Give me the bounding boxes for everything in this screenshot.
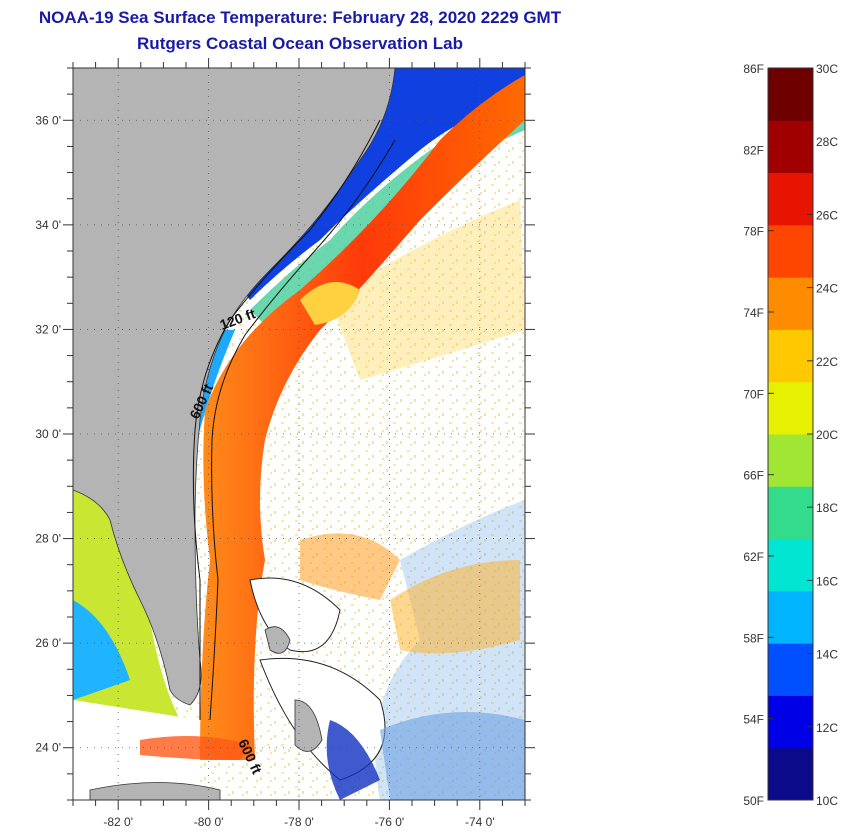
colorbar-label-fahrenheit: 54F <box>743 713 764 727</box>
lat-tick-label: 26 0' <box>35 636 61 650</box>
colorbar-label-celsius: 14C <box>816 648 838 662</box>
colorbar-label-celsius: 20C <box>816 428 838 442</box>
colorbar-label-fahrenheit: 50F <box>743 794 764 808</box>
lat-tick-label: 24 0' <box>35 741 61 755</box>
lat-tick-label: 32 0' <box>35 322 61 336</box>
colorbar-label-fahrenheit: 78F <box>743 225 764 239</box>
sst-field <box>73 68 525 800</box>
colorbar-label-celsius: 24C <box>816 282 838 296</box>
colorbar-label-fahrenheit: 86F <box>743 62 764 76</box>
colorbar-label-fahrenheit: 82F <box>743 143 764 157</box>
colorbar-segment <box>768 277 813 330</box>
lat-tick-label: 34 0' <box>35 218 61 232</box>
colorbar-segment <box>768 381 813 435</box>
colorbar-segment <box>768 695 813 749</box>
colorbar-segment <box>768 486 813 540</box>
colorbar-segment <box>768 120 813 174</box>
colorbar-label-fahrenheit: 70F <box>743 387 764 401</box>
colorbar-label-celsius: 10C <box>816 794 838 808</box>
colorbar-segment <box>768 172 813 226</box>
colorbar-segment <box>768 538 813 592</box>
colorbar-label-celsius: 22C <box>816 355 838 369</box>
gulf-stream <box>200 75 525 760</box>
lat-tick-label: 36 0' <box>35 113 61 127</box>
land-mass <box>73 68 396 706</box>
colorbar-label-celsius: 18C <box>816 501 838 515</box>
lon-tick-label: -74 0' <box>465 815 495 829</box>
colorbar-label-fahrenheit: 74F <box>743 306 764 320</box>
colorbar-label-celsius: 30C <box>816 62 838 76</box>
lon-tick-label: -80 0' <box>194 815 224 829</box>
lon-tick-label: -76 0' <box>375 815 405 829</box>
colorbar-label-celsius: 12C <box>816 721 838 735</box>
colorbar-label-celsius: 26C <box>816 208 838 222</box>
colorbar-label-fahrenheit: 58F <box>743 631 764 645</box>
colorbar-segment <box>768 434 813 487</box>
colorbar-segment <box>768 329 813 383</box>
colorbar-segment <box>768 68 813 121</box>
colorbar-label-celsius: 28C <box>816 135 838 149</box>
lat-tick-label: 28 0' <box>35 532 61 546</box>
graticule <box>73 68 525 800</box>
colorbar-label-fahrenheit: 66F <box>743 469 764 483</box>
colorbar-segment <box>768 747 813 801</box>
temperature-colorbar: 30C 28C 26C 24C 22C 20C 18C 16C 14C 12C 10C 86F 82F 7… <box>743 62 838 808</box>
map-title: NOAA-19 Sea Surface Temperature: Februar… <box>38 8 562 27</box>
map-axes: 36 0' 34 0' 32 0' 30 0' 28 0' 26 0' 24 0' -82 0… <box>35 58 535 829</box>
colorbar-segment <box>768 224 813 278</box>
sst-map: 120 ft 600 ft 600 ft 36 0'34 0'32 0'30 0… <box>35 58 535 829</box>
colorbar-segment <box>768 643 813 696</box>
lat-tick-label: 30 0' <box>35 427 61 441</box>
colorbar-label-fahrenheit: 62F <box>743 550 764 564</box>
map-subtitle: Rutgers Coastal Ocean Observation Lab <box>137 34 463 53</box>
lon-tick-label: -78 0' <box>284 815 314 829</box>
colorbar-label-celsius: 16C <box>816 574 838 588</box>
lon-tick-label: -82 0' <box>103 815 133 829</box>
colorbar-segment <box>768 590 813 644</box>
